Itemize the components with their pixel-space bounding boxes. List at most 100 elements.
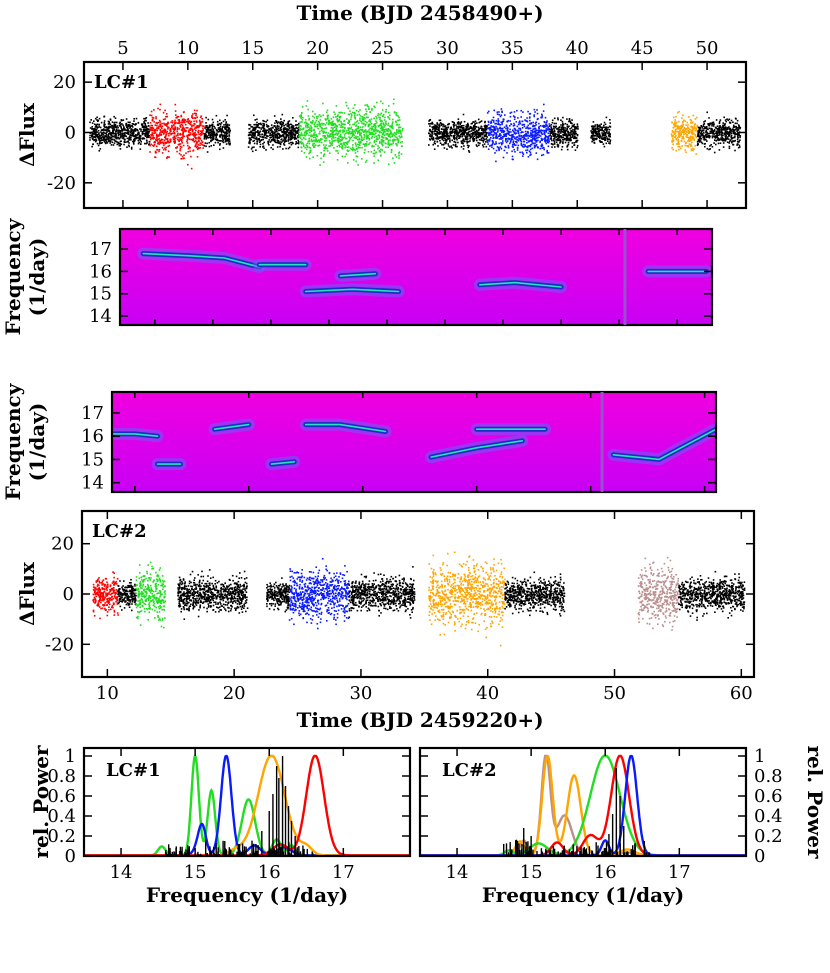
flux-point	[282, 122, 284, 124]
flux-point	[142, 137, 145, 140]
flux-point	[561, 124, 564, 126]
flux-point	[431, 128, 434, 131]
flux-point	[250, 126, 252, 128]
flux-point	[317, 145, 319, 147]
flux-point	[280, 126, 282, 129]
flux-point	[116, 129, 119, 132]
flux-point	[275, 127, 277, 130]
flux-point	[221, 130, 223, 133]
flux-point	[304, 119, 307, 121]
flux-point	[256, 140, 259, 142]
flux-point	[551, 139, 553, 142]
flux-point	[346, 118, 348, 120]
flux-point	[447, 135, 449, 138]
flux-point	[505, 127, 507, 130]
flux-point	[343, 130, 346, 133]
flux-point	[676, 143, 678, 145]
flux-point	[498, 111, 500, 113]
flux-point	[360, 134, 362, 137]
flux-point	[226, 133, 228, 135]
flux-point	[250, 131, 253, 133]
flux-point	[142, 129, 145, 131]
flux-point	[384, 116, 386, 119]
flux-point	[685, 136, 687, 138]
flux-point	[541, 138, 544, 140]
flux-point	[126, 146, 128, 148]
flux-point	[394, 139, 397, 141]
flux-point	[557, 117, 559, 119]
flux-point	[267, 135, 269, 137]
flux-point	[339, 143, 342, 145]
flux-point	[728, 126, 730, 128]
flux-point	[391, 126, 394, 128]
flux-point	[173, 140, 175, 143]
flux-point	[526, 142, 528, 144]
flux-point	[287, 122, 290, 125]
flux-point	[692, 121, 694, 124]
flux-point	[255, 126, 257, 128]
flux-point	[155, 151, 157, 154]
flux-point	[270, 136, 273, 139]
flux-point	[276, 137, 279, 140]
flux-point	[145, 131, 147, 134]
flux-point	[358, 143, 360, 146]
flux-point	[592, 125, 594, 127]
flux-point	[690, 139, 693, 141]
flux-point	[570, 122, 572, 124]
flux-point	[461, 130, 463, 132]
flux-point	[365, 134, 368, 136]
flux-point	[358, 131, 360, 133]
flux-point	[382, 137, 385, 139]
flux-point	[467, 122, 469, 125]
flux-point	[379, 140, 381, 143]
flux-point	[570, 133, 572, 135]
flux-point	[336, 130, 339, 132]
flux-point	[299, 121, 301, 124]
flux-point	[535, 130, 537, 132]
flux-point	[141, 126, 144, 128]
flux-point	[381, 120, 383, 122]
flux-point	[164, 124, 166, 126]
flux-point	[523, 137, 525, 139]
flux-point	[214, 134, 217, 137]
flux-point	[557, 130, 559, 133]
flux-point	[432, 136, 435, 139]
flux-point	[188, 120, 191, 122]
flux-point	[528, 113, 531, 115]
flux-point	[688, 130, 690, 133]
flux-point	[212, 121, 215, 124]
flux-point	[188, 147, 190, 149]
flux-point	[730, 130, 733, 132]
flux-point	[111, 121, 114, 123]
flux-point	[601, 137, 603, 140]
flux-point	[331, 142, 334, 145]
flux-point	[676, 111, 679, 114]
flux-point	[179, 145, 182, 148]
flux-point	[681, 117, 683, 119]
flux-point	[537, 147, 539, 149]
flux-point	[434, 124, 436, 126]
flux-point	[490, 131, 492, 133]
flux-point	[568, 118, 571, 120]
flux-point	[388, 118, 391, 120]
flux-point	[330, 118, 333, 120]
flux-point	[690, 119, 693, 122]
flux-point	[562, 131, 564, 133]
flux-point	[275, 120, 277, 122]
flux-point	[340, 124, 342, 127]
flux-point	[253, 129, 255, 132]
flux-point	[314, 140, 316, 143]
flux-point	[294, 131, 297, 134]
flux-point	[674, 129, 677, 132]
flux-point	[258, 123, 261, 125]
flux-point	[263, 124, 265, 127]
flux-point	[602, 143, 605, 145]
flux-point	[187, 122, 190, 124]
flux-point	[590, 125, 593, 128]
flux-point	[387, 116, 389, 118]
flux-point	[111, 130, 114, 133]
flux-point	[173, 128, 176, 130]
flux-point	[182, 120, 184, 122]
flux-point	[431, 123, 434, 125]
flux-point	[196, 142, 199, 144]
